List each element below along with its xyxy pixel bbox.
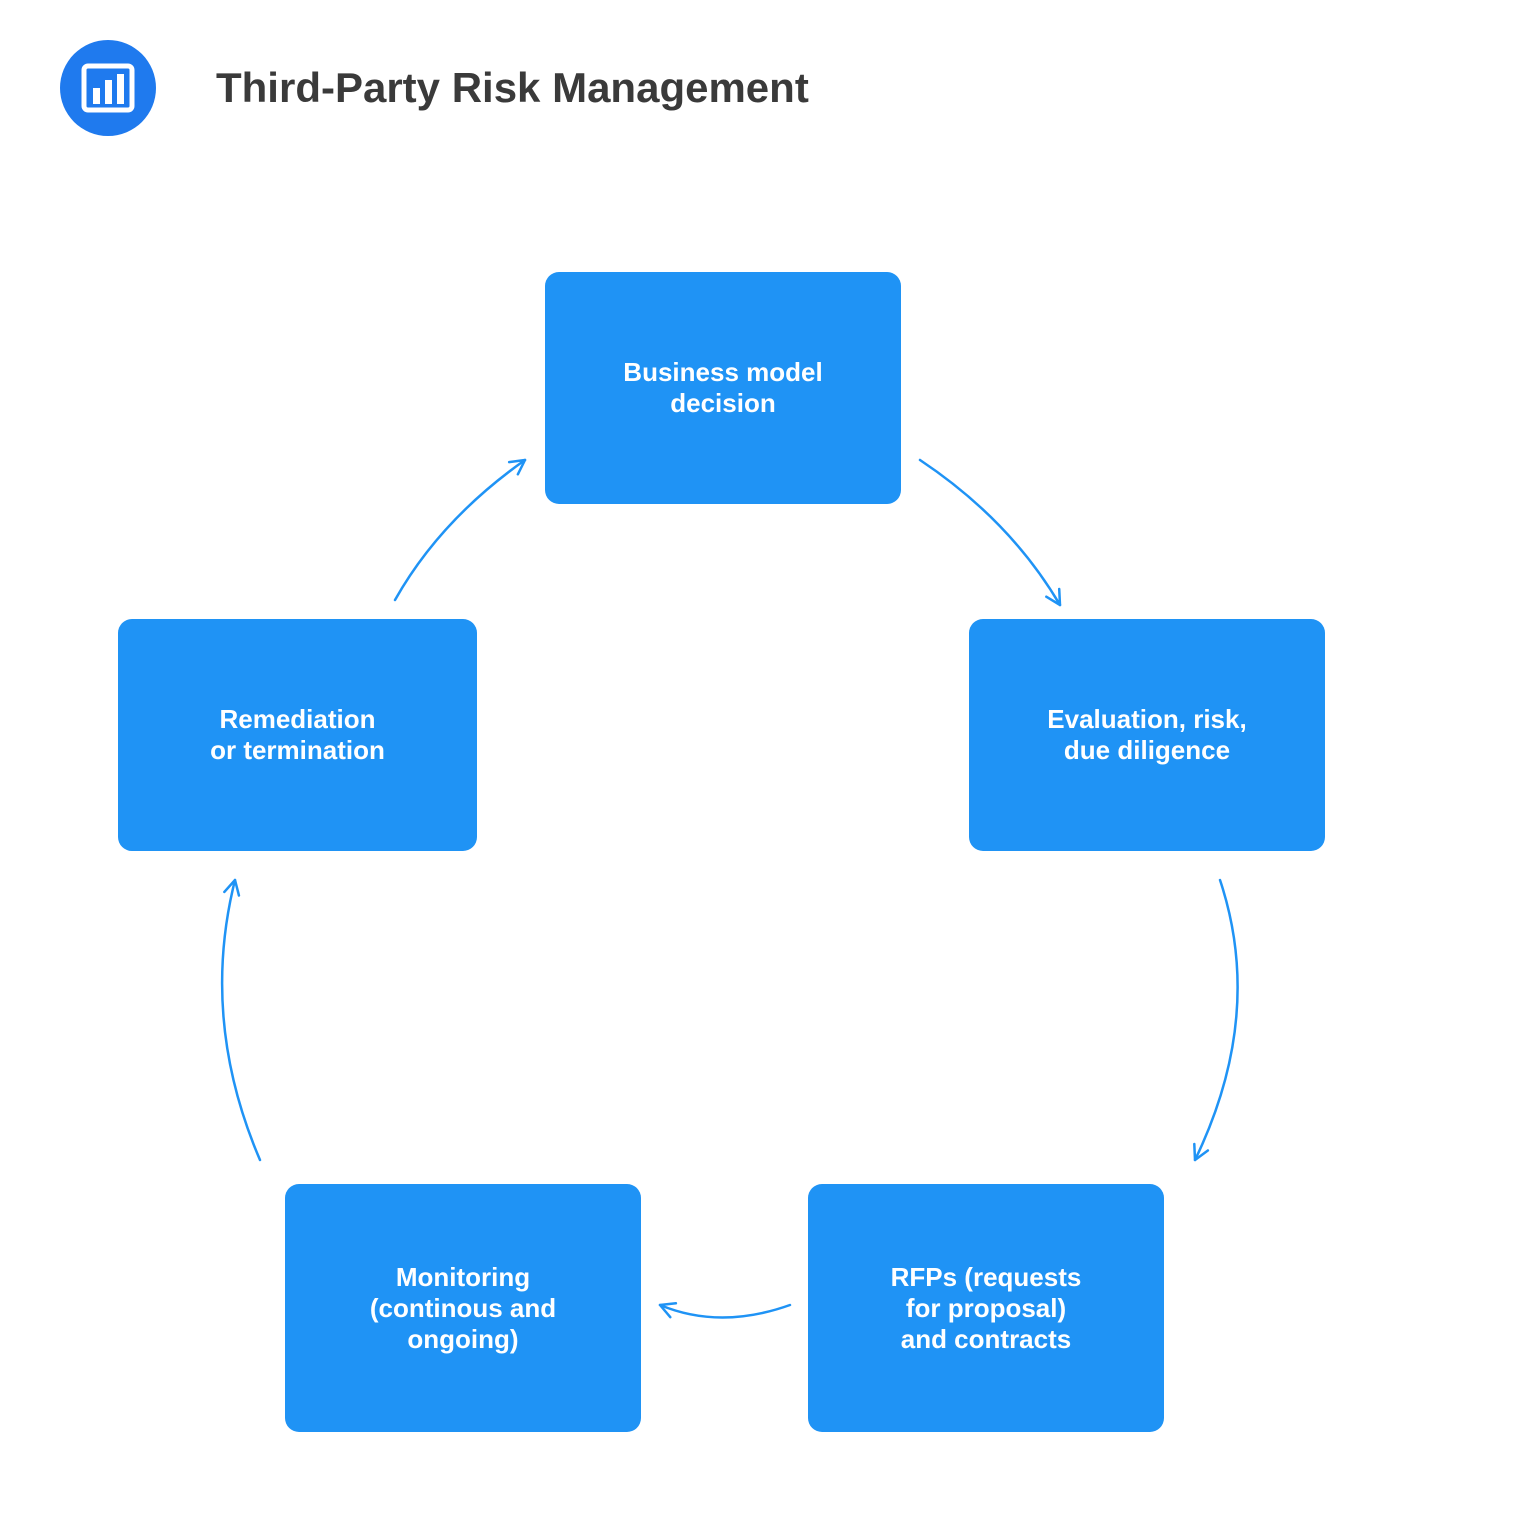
page-title: Third-Party Risk Management xyxy=(216,64,809,112)
cycle-node: Business modeldecision xyxy=(545,272,901,504)
cycle-node-label: Monitoring(continous andongoing) xyxy=(370,1262,556,1355)
cycle-node-label: Evaluation, risk,due diligence xyxy=(1047,704,1246,766)
cycle-node: RFPs (requestsfor proposal)and contracts xyxy=(808,1184,1164,1432)
cycle-node: Evaluation, risk,due diligence xyxy=(969,619,1325,851)
cycle-node-label: Remediationor termination xyxy=(210,704,385,766)
logo-icon xyxy=(60,40,156,136)
cycle-node: Remediationor termination xyxy=(118,619,477,851)
cycle-node-label: RFPs (requestsfor proposal)and contracts xyxy=(891,1262,1082,1355)
cycle-node-label: Business modeldecision xyxy=(623,357,822,419)
header: Third-Party Risk Management xyxy=(60,40,809,136)
cycle-node: Monitoring(continous andongoing) xyxy=(285,1184,641,1432)
